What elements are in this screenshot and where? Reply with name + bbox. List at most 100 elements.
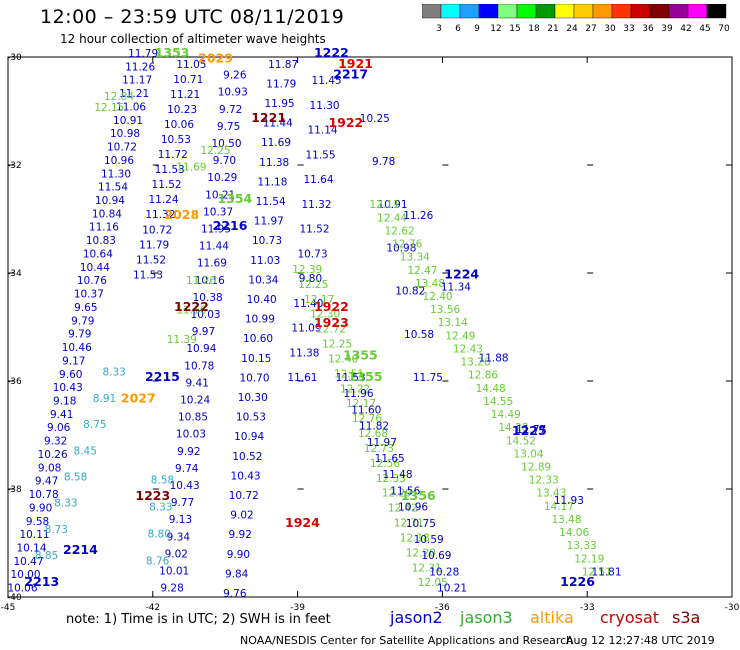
legend-cryosat: cryosat <box>600 608 660 627</box>
wave-height-value: 9.76 <box>223 588 247 600</box>
x-tick-label: -45 <box>1 603 16 613</box>
wave-height-value: 11.17 <box>122 75 152 87</box>
wave-height-value: 10.46 <box>62 342 92 354</box>
colorbar-label: 42 <box>680 24 691 34</box>
wave-height-value: 12.25 <box>322 339 352 351</box>
wave-height-value: 12.11 <box>369 199 399 211</box>
wave-height-value: 9.92 <box>229 529 252 541</box>
wave-height-value: 11.09 <box>291 323 321 335</box>
wave-height-value: 10.73 <box>297 248 327 260</box>
pass-time-label: 2029 <box>198 50 233 65</box>
wave-height-value: 10.83 <box>86 235 116 247</box>
colorbar-label: 30 <box>604 24 616 34</box>
wave-height-value: 10.72 <box>107 142 137 154</box>
pass-time-label: 1223 <box>135 488 170 503</box>
y-tick-label: -38 <box>7 485 22 495</box>
wave-height-value: 8.58 <box>151 475 174 487</box>
wave-height-value: 10.16 <box>195 275 225 287</box>
wave-height-value: 10.11 <box>20 529 50 541</box>
wave-height-value: 11.81 <box>591 566 621 578</box>
wave-height-value: 10.82 <box>395 286 425 298</box>
legend-jason3: jason3 <box>460 608 513 627</box>
wave-height-value: 9.41 <box>50 409 73 421</box>
wave-height-value: 11.52 <box>136 254 166 266</box>
wave-height-value: 11.45 <box>312 75 342 87</box>
wave-height-value: 14.17 <box>544 501 574 513</box>
colorbar-label: 6 <box>455 24 461 34</box>
x-tick-label: -39 <box>290 603 305 613</box>
pass-time-label: 1922 <box>328 115 363 130</box>
wave-height-value: 14.06 <box>559 527 589 539</box>
wave-height-value: 11.26 <box>125 61 155 73</box>
wave-height-value: 8.85 <box>35 550 58 562</box>
wave-height-value: 12.73 <box>364 443 394 455</box>
wave-height-value: 10.59 <box>414 534 444 546</box>
wave-height-value: 11.38 <box>259 157 289 169</box>
wave-height-value: 10.94 <box>234 431 264 443</box>
wave-height-value: 12.44 <box>377 212 407 224</box>
wave-height-value: 10.00 <box>10 569 40 581</box>
wave-height-value: 8.80 <box>148 529 171 541</box>
wave-height-value: 11.18 <box>257 176 287 188</box>
wave-height-value: 12.40 <box>423 291 453 303</box>
wave-height-value: 11.69 <box>197 258 227 270</box>
wave-height-value: 14.28 <box>498 422 528 434</box>
wave-height-value: 9.79 <box>68 329 91 341</box>
pass-time-label: 1923 <box>314 315 349 330</box>
wave-height-value: 11.97 <box>367 437 397 449</box>
wave-height-value: 8.33 <box>54 498 77 510</box>
wave-height-value: 13.56 <box>430 304 460 316</box>
wave-height-value: 11.24 <box>148 194 178 206</box>
wave-height-value: 11.60 <box>351 404 381 416</box>
wave-height-value: 10.99 <box>245 314 275 326</box>
wave-height-value: 12.76 <box>392 239 422 251</box>
wave-height-value: 10.53 <box>236 412 266 424</box>
wave-height-value: 12.39 <box>292 264 322 276</box>
pass-time-label: 2217 <box>333 67 368 82</box>
wave-height-value: 10.38 <box>193 292 223 304</box>
map-frame <box>7 56 733 598</box>
wave-height-value: 11.39 <box>167 334 197 346</box>
wave-height-value: 14.48 <box>476 383 506 395</box>
wave-height-value: 9.41 <box>186 377 209 389</box>
wave-height-value: 12.43 <box>453 343 483 355</box>
wave-height-value: 9.02 <box>230 510 253 522</box>
wave-height-value: 11.21 <box>119 88 149 100</box>
wave-height-value: 11.44 <box>199 241 229 253</box>
wave-height-value: 12.31 <box>412 562 442 574</box>
wave-height-value: 11.06 <box>116 101 146 113</box>
x-tick-label: -36 <box>435 603 450 613</box>
wave-height-value: 10.37 <box>203 206 233 218</box>
wave-height-value: 10.94 <box>95 195 125 207</box>
wave-height-value: 11.93 <box>554 495 584 507</box>
pass-time-label: 1356 <box>401 488 436 503</box>
wave-height-value: 12.72 <box>316 324 346 336</box>
wave-height-value: 11.79 <box>139 239 169 251</box>
wave-height-value: 9.32 <box>44 436 67 448</box>
wave-height-value: 10.24 <box>180 395 210 407</box>
pass-time-label: 2215 <box>145 369 180 384</box>
wave-height-value: 10.43 <box>170 480 200 492</box>
colorbar-label: 33 <box>623 24 634 34</box>
colorbar-label: 45 <box>699 24 710 34</box>
wave-height-value: 11.72 <box>158 149 188 161</box>
wave-height-value: 12.15 <box>94 102 124 114</box>
wave-height-value: 9.92 <box>177 446 200 458</box>
wave-height-value: 11.54 <box>256 196 286 208</box>
y-tick-label: -40 <box>7 593 22 603</box>
pass-time-label: 1221 <box>251 110 286 125</box>
wave-height-value: 12.76 <box>352 413 382 425</box>
wave-height-value: 9.02 <box>165 548 188 560</box>
wave-height-value: 12.89 <box>521 461 551 473</box>
wave-height-value: 10.94 <box>186 343 216 355</box>
wave-height-value: 12.84 <box>104 91 134 103</box>
wave-height-value: 9.97 <box>192 326 215 338</box>
colorbar-label: 36 <box>642 24 654 34</box>
wave-height-value: 11.65 <box>375 453 405 465</box>
pass-time-label: 2216 <box>213 218 248 233</box>
wave-height-value: 8.73 <box>45 524 68 536</box>
wave-height-value: 12.20 <box>406 547 436 559</box>
pass-time-label: 1225 <box>512 423 547 438</box>
wave-height-value: 10.71 <box>173 74 203 86</box>
wave-height-value: 10.96 <box>398 502 428 514</box>
